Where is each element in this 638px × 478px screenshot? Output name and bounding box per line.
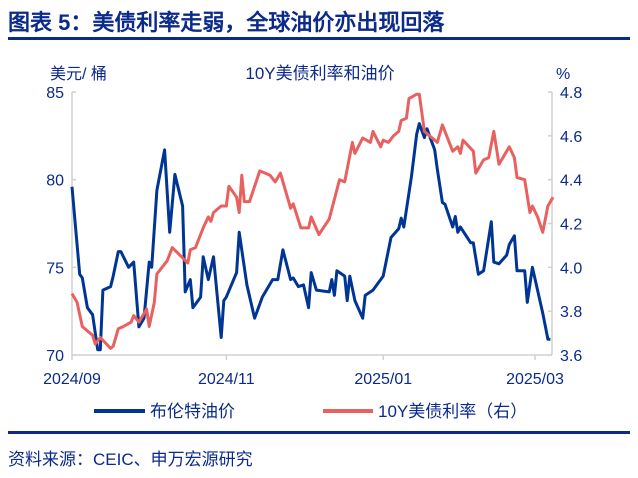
- us10y-yield-line: [70, 92, 555, 350]
- axes: 70 75 80 85 3.6 3.8 4.0 4.2 4.4 4.6 4.8 2024/09 2024…: [43, 85, 582, 388]
- footer-divider: [8, 431, 630, 434]
- chart-title: 10Y美债利率和油价: [245, 64, 394, 83]
- right-tick-label: 3.8: [560, 304, 582, 321]
- left-axis-unit: 美元/ 桶: [50, 65, 107, 83]
- x-tick-label: 2025/01: [354, 371, 412, 388]
- legend-label-brent: 布伦特油价: [150, 402, 235, 421]
- x-tick-label: 2024/11: [198, 371, 255, 388]
- figure-title: 图表 5：美债利率走弱，全球油价亦出现回落: [8, 10, 445, 35]
- right-tick-label: 4.8: [560, 85, 582, 102]
- left-tick-label: 85: [46, 85, 64, 102]
- left-tick-label: 70: [46, 348, 64, 365]
- right-tick-label: 4.6: [560, 129, 582, 146]
- x-tick-label: 2024/09: [43, 371, 101, 388]
- legend: 布伦特油价 10Y美债利率（右）: [94, 402, 527, 421]
- left-tick-label: 80: [46, 173, 64, 190]
- right-tick-label: 4.0: [560, 260, 582, 277]
- series-lines: [70, 92, 555, 352]
- source-note: 资料来源：CEIC、申万宏源研究: [8, 450, 253, 469]
- header-divider: [8, 37, 630, 40]
- x-tick-label: 2025/03: [506, 371, 564, 388]
- right-axis-unit: %: [556, 66, 570, 83]
- legend-label-yield: 10Y美债利率（右）: [378, 402, 527, 421]
- brent-price-line: [70, 122, 551, 352]
- left-tick-label: 75: [46, 260, 64, 277]
- right-tick-label: 4.4: [560, 173, 582, 190]
- right-tick-label: 3.6: [560, 348, 582, 365]
- right-tick-label: 4.2: [560, 217, 582, 234]
